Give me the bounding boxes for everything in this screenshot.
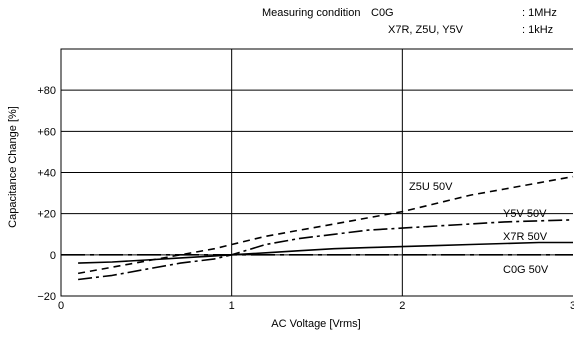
measuring-condition: Measuring condition C0G : 1MHz X7R, Z5U,…: [262, 7, 557, 36]
x-tick-label: 1: [229, 300, 235, 312]
x-tick-labels: 0 1 2 3: [58, 300, 574, 312]
measuring-condition-types-c0g: C0G: [371, 7, 394, 19]
series-label: Y5V 50V: [503, 208, 547, 220]
y-tick-label: +60: [37, 126, 56, 138]
measuring-condition-value-others: : 1kHz: [522, 24, 553, 36]
y-tick-label: −20: [37, 291, 56, 303]
series-line-x7r-50v: [78, 241, 573, 264]
plot-border: [60, 48, 573, 297]
series-label: Z5U 50V: [409, 181, 453, 193]
grid: [61, 49, 573, 297]
x-tick-label: 3: [570, 300, 574, 312]
y-tick-labels: −20 0 +20 +40 +60 +80: [37, 85, 56, 303]
y-tick-label: +80: [37, 85, 56, 97]
y-axis-title: Capacitance Change [%]: [7, 106, 19, 228]
y-tick-label: +20: [37, 209, 56, 221]
plot-frame: [60, 48, 573, 297]
x-tick-label: 0: [58, 300, 64, 312]
series-lines: [61, 175, 574, 281]
series-label: X7R 50V: [503, 231, 548, 243]
series-labels: Z5U 50V Y5V 50V X7R 50V C0G 50V: [409, 181, 549, 276]
measuring-condition-types-others: X7R, Z5U, Y5V: [388, 24, 464, 36]
series-line-y5v-50v: [78, 219, 574, 281]
x-tick-label: 2: [399, 300, 405, 312]
series-label: C0G 50V: [503, 264, 549, 276]
y-tick-label: 0: [50, 250, 56, 262]
y-tick-label: +40: [37, 168, 56, 180]
x-axis-title: AC Voltage [Vrms]: [271, 318, 360, 330]
series-line-z5u-50v: [77, 175, 574, 275]
measuring-condition-value-c0g: : 1MHz: [522, 7, 557, 19]
measuring-condition-heading: Measuring condition: [262, 7, 360, 19]
